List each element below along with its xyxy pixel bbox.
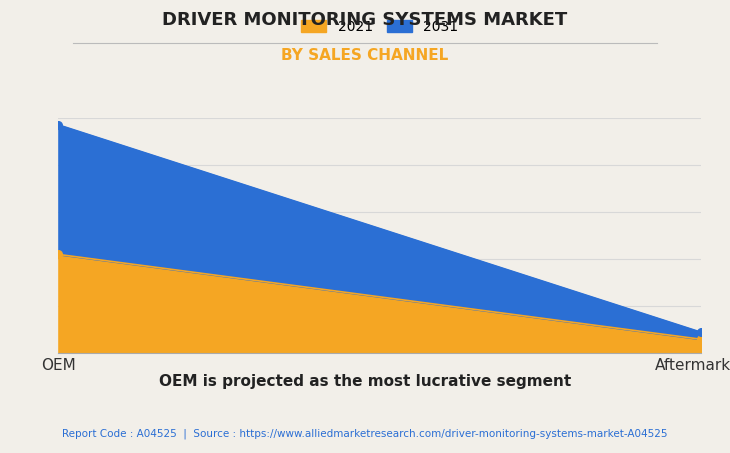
Legend: 2021, 2031: 2021, 2031 — [296, 14, 464, 39]
Text: Report Code : A04525  |  Source : https://www.alliedmarketresearch.com/driver-mo: Report Code : A04525 | Source : https://… — [62, 428, 668, 439]
Text: DRIVER MONITORING SYSTEMS MARKET: DRIVER MONITORING SYSTEMS MARKET — [162, 11, 568, 29]
Text: OEM is projected as the most lucrative segment: OEM is projected as the most lucrative s… — [159, 374, 571, 389]
Text: BY SALES CHANNEL: BY SALES CHANNEL — [281, 48, 449, 63]
